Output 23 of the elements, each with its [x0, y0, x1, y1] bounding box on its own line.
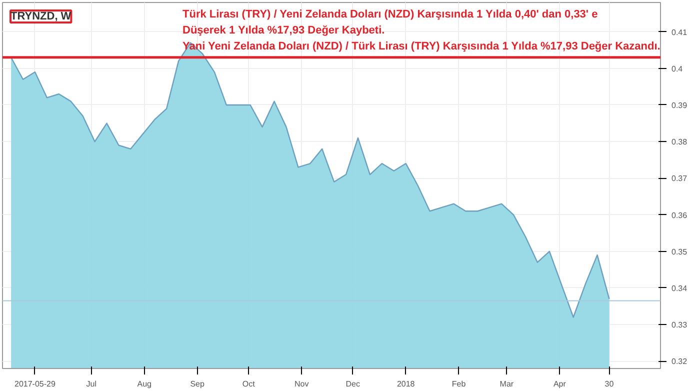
y-tick-label: 0.35 — [672, 247, 688, 256]
y-tick-label: 0.4 — [672, 64, 684, 74]
x-tick-label: Sep — [190, 380, 206, 388]
y-tick-label: 0.33 — [672, 320, 688, 330]
annotation: Türk Lirası (TRY) / Yeni Zelanda Doları (NZD) Karşısında 1 Yılda 0,40' dan 0,33' e Düşerek 1 Yılda %17,93 Değer Kaybeti. — [182, 8, 598, 36]
y-tick-label: 0.41 — [672, 28, 688, 37]
x-tick-label: Feb — [452, 380, 466, 388]
x-tick-label: Nov — [294, 380, 309, 388]
y-tick-label: 0.37 — [672, 174, 688, 184]
x-tick-label: Dec — [346, 380, 360, 388]
x-tick-label: 2017-05-29 — [14, 380, 56, 388]
x-tick-label: 2018 — [396, 380, 416, 388]
x-tick-label: Jul — [86, 380, 97, 388]
x-tick-label: Oct — [242, 380, 256, 388]
y-tick-label: 0.34 — [672, 284, 688, 293]
y-tick-label: 0.36 — [672, 210, 688, 220]
x-tick-label: Aug — [137, 380, 152, 388]
y-tick-label: 0.39 — [672, 100, 688, 110]
x-tick-label: Apr — [553, 380, 566, 388]
y-tick-label: 0.32 — [672, 357, 688, 366]
x-tick-label: Mar — [500, 380, 514, 388]
y-tick-label: 0.38 — [672, 138, 688, 147]
x-tick-label: 30 — [604, 380, 614, 388]
